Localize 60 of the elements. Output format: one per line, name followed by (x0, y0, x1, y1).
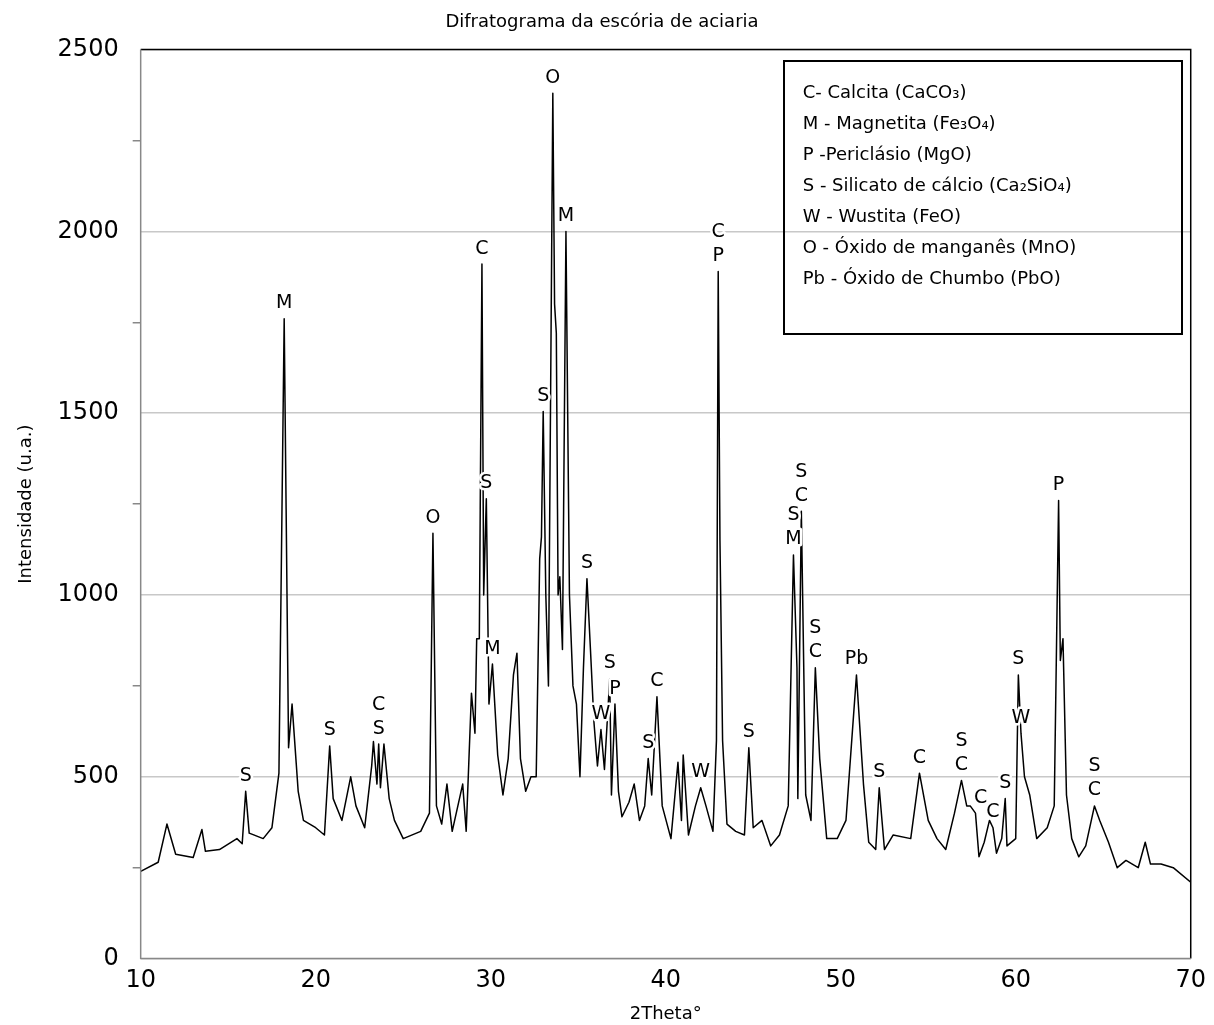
annotation: S (642, 730, 655, 753)
annotation: C (475, 235, 489, 258)
y-tick-label: 1500 (57, 397, 119, 426)
annotation: O - Óxido de manganês (MnO) (802, 234, 1078, 259)
chart-title: Difratograma da escória de aciaria (445, 10, 759, 32)
annotation: Pb (844, 646, 869, 669)
y-axis-title: Intensidade (u.a.) (14, 424, 36, 584)
annotation: S (787, 502, 800, 525)
annotation: M - Magnetita (Fe₃O₄) (802, 110, 997, 135)
x-tick-label: 60 (1000, 965, 1031, 994)
annotation: C (974, 784, 988, 807)
annotation: C (912, 744, 927, 767)
y-tick-label: 1000 (57, 579, 119, 608)
annotation: S (955, 727, 968, 750)
annotation: S (323, 717, 336, 740)
annotation: S (372, 715, 385, 738)
annotation: C (1087, 777, 1102, 800)
annotation: C (650, 668, 664, 691)
annotation: S (1088, 753, 1101, 776)
annotation: W - Wustita (FeO) (802, 203, 962, 228)
y-tick-label: 0 (103, 942, 119, 971)
annotation: S (873, 759, 886, 782)
x-tick-label: 20 (300, 965, 331, 994)
annotation: W (691, 759, 711, 782)
annotation: O (425, 504, 441, 527)
annotation: C (954, 751, 969, 774)
annotation: P (712, 242, 724, 265)
annotation: S (999, 770, 1012, 793)
x-tick-label: 10 (125, 965, 156, 994)
annotation: P (609, 675, 621, 698)
y-tick-label: 2500 (57, 33, 119, 62)
annotation: C (711, 218, 725, 241)
annotation: P (1052, 471, 1065, 494)
annotation: Pb - Óxido de Chumbo (PbO) (802, 265, 1062, 290)
annotation: C (808, 639, 822, 662)
annotation: S - Silicato de cálcio (Ca₂SiO₄) (802, 172, 1073, 197)
annotation: C (372, 691, 386, 714)
annotation: P -Periclásio (MgO) (802, 141, 973, 166)
x-tick-label: 50 (825, 965, 856, 994)
annotation: M (275, 290, 293, 313)
annotation: C- Calcita (CaCO₃) (802, 79, 968, 104)
annotation: O (545, 64, 561, 87)
annotation: S (580, 550, 593, 573)
annotation: S (795, 458, 808, 481)
annotation: S (603, 650, 616, 673)
x-axis-title: 2Theta° (629, 1001, 702, 1023)
annotation: M (557, 202, 575, 225)
annotation: S (1012, 646, 1025, 669)
x-tick-label: 40 (650, 965, 681, 994)
annotation: S (809, 615, 822, 638)
annotation: C (986, 799, 1000, 822)
x-tick-label: 30 (475, 965, 506, 994)
y-tick-label: 2000 (57, 215, 119, 244)
annotation: M (785, 526, 802, 549)
y-tick-label: 500 (72, 761, 119, 790)
annotation: S (742, 719, 755, 742)
x-tick-label: 70 (1175, 965, 1206, 994)
annotation: S (537, 382, 550, 405)
annotation: S (239, 762, 252, 785)
annotation: C (794, 482, 808, 505)
